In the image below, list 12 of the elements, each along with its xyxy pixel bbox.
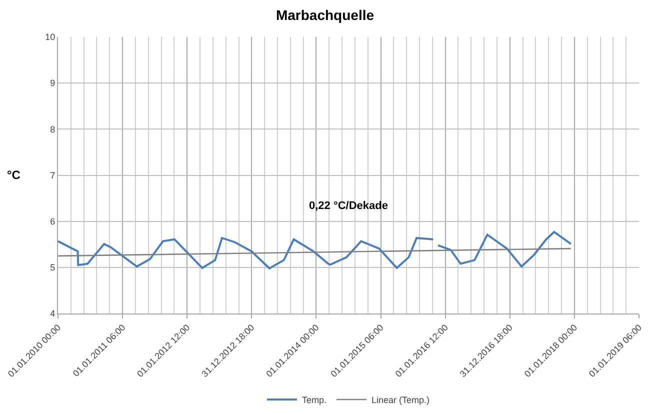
y-tick-label: 6: [50, 216, 56, 227]
y-tick-label: 10: [45, 32, 56, 42]
chart-title: Marbachquelle: [276, 7, 374, 24]
y-tick-label: 9: [50, 78, 56, 88]
y-tick-label: 5: [50, 262, 56, 273]
y-axis-title: °C: [7, 168, 21, 182]
y-tick-label: 7: [50, 170, 56, 180]
y-tick-label: 8: [50, 124, 56, 134]
legend-label: Linear (Temp.): [372, 395, 430, 406]
legend-label: Temp.: [302, 395, 327, 406]
y-tick-label: 4: [50, 308, 56, 319]
annotation: 0,22 °C/Dekade: [309, 200, 388, 212]
